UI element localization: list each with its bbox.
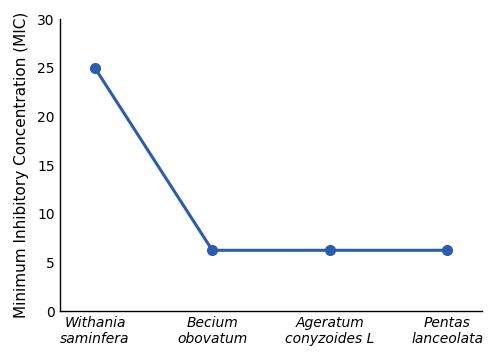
Y-axis label: Minimum Inhibitory Concentration (MIC): Minimum Inhibitory Concentration (MIC) bbox=[14, 12, 29, 318]
